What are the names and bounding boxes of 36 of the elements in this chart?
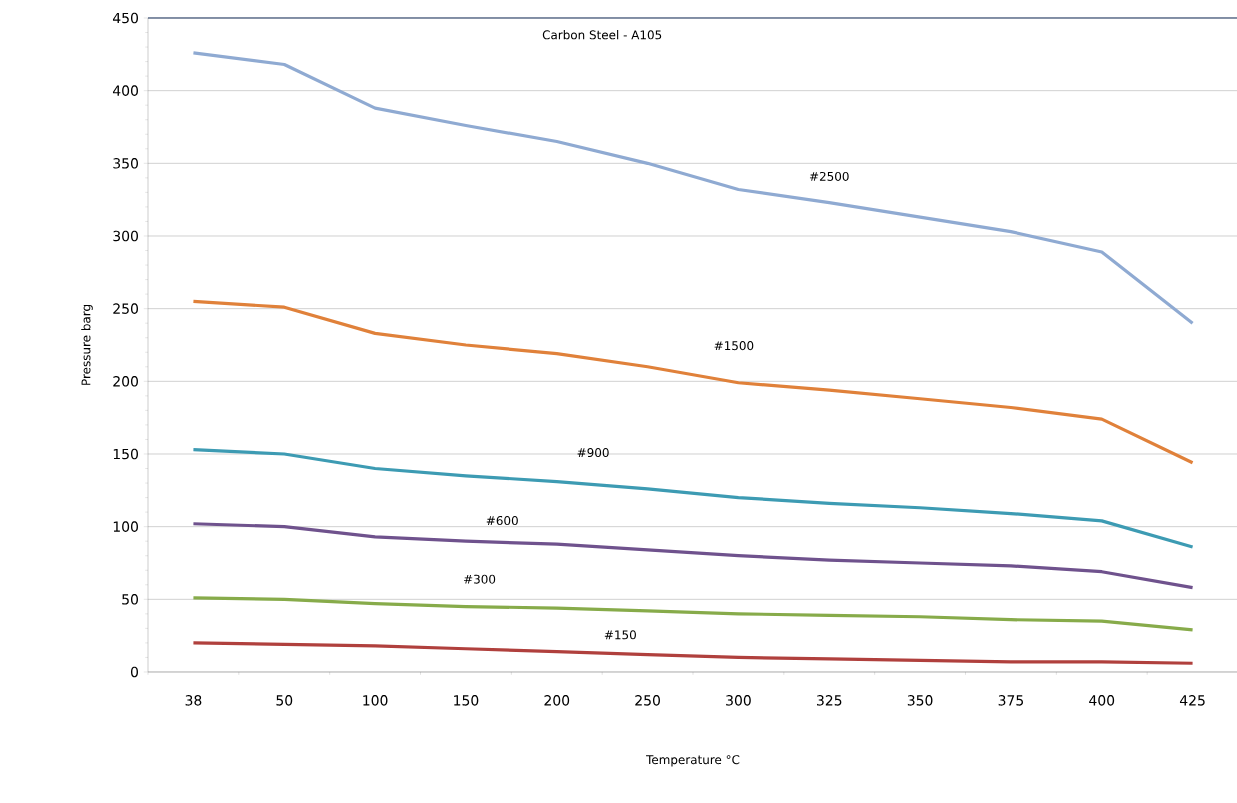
series-label: #2500	[809, 171, 849, 181]
y-tick-label: 450	[112, 12, 138, 24]
text: Carbon Steel - A105	[542, 30, 662, 40]
x-tick-label: 200	[544, 695, 570, 706]
line-series	[191, 596, 1195, 632]
series-label: #300	[464, 574, 496, 584]
y-tick-label: 100	[113, 521, 138, 532]
text: #1500	[714, 341, 754, 351]
x-tick-label: 250	[635, 695, 660, 706]
y-tick-label: 150	[113, 448, 138, 460]
x-tick-label: 375	[998, 695, 1024, 706]
x-tick-label: 50	[276, 695, 293, 706]
y-axis-title: Pressure barg	[81, 305, 93, 385]
x-axis-title: Temperature °C	[646, 755, 740, 767]
series-label: #150	[604, 630, 636, 640]
line-series	[191, 448, 1195, 549]
line-series	[191, 641, 1195, 665]
y-tick-label: 400	[112, 85, 138, 96]
text: #900	[577, 448, 609, 458]
series-label: #600	[486, 516, 518, 526]
y-tick-label: 50	[122, 594, 138, 605]
y-tick-label: 250	[113, 303, 138, 314]
line-series	[191, 299, 1195, 465]
x-tick-label: 150	[454, 695, 479, 706]
y-tick-label: 350	[113, 158, 138, 169]
y-tick-label: 300	[113, 230, 138, 242]
x-tick-label: 300	[726, 695, 751, 706]
x-tick-label: 350	[907, 695, 933, 706]
y-tick-label: 0	[130, 666, 138, 678]
x-tick-label: 400	[1089, 695, 1115, 706]
x-tick-label: 425	[1179, 695, 1205, 706]
x-tick-label: 38	[185, 695, 202, 706]
y-tick-label: 200	[113, 376, 138, 387]
x-tick-label: 100	[363, 695, 388, 706]
x-tick-label: 325	[817, 695, 842, 706]
line-series	[191, 51, 1195, 325]
